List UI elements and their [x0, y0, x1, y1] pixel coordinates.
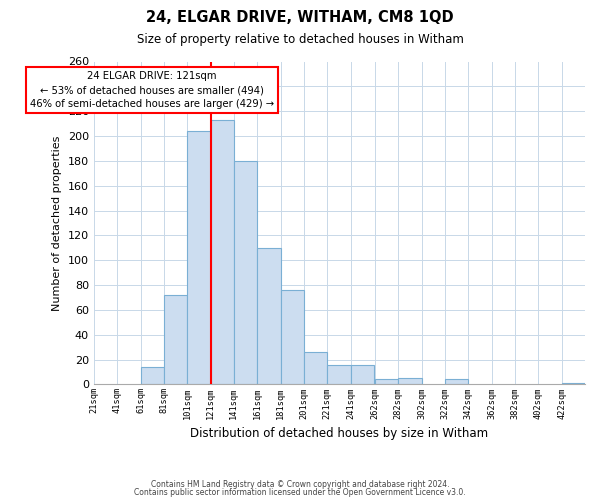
Bar — [281, 290, 304, 384]
Bar — [327, 364, 350, 384]
Text: Size of property relative to detached houses in Witham: Size of property relative to detached ho… — [137, 32, 463, 46]
Bar — [304, 352, 327, 384]
Bar — [164, 295, 187, 384]
Y-axis label: Number of detached properties: Number of detached properties — [52, 136, 62, 310]
Bar — [234, 161, 257, 384]
Bar — [445, 380, 469, 384]
Bar — [211, 120, 234, 384]
Bar — [562, 383, 585, 384]
Bar — [375, 380, 398, 384]
Bar — [140, 367, 164, 384]
Text: 24 ELGAR DRIVE: 121sqm
← 53% of detached houses are smaller (494)
46% of semi-de: 24 ELGAR DRIVE: 121sqm ← 53% of detached… — [30, 72, 274, 110]
X-axis label: Distribution of detached houses by size in Witham: Distribution of detached houses by size … — [190, 427, 488, 440]
Bar — [350, 364, 374, 384]
Text: Contains public sector information licensed under the Open Government Licence v3: Contains public sector information licen… — [134, 488, 466, 497]
Bar — [187, 131, 211, 384]
Bar — [257, 248, 281, 384]
Text: 24, ELGAR DRIVE, WITHAM, CM8 1QD: 24, ELGAR DRIVE, WITHAM, CM8 1QD — [146, 10, 454, 25]
Bar — [398, 378, 422, 384]
Text: Contains HM Land Registry data © Crown copyright and database right 2024.: Contains HM Land Registry data © Crown c… — [151, 480, 449, 489]
